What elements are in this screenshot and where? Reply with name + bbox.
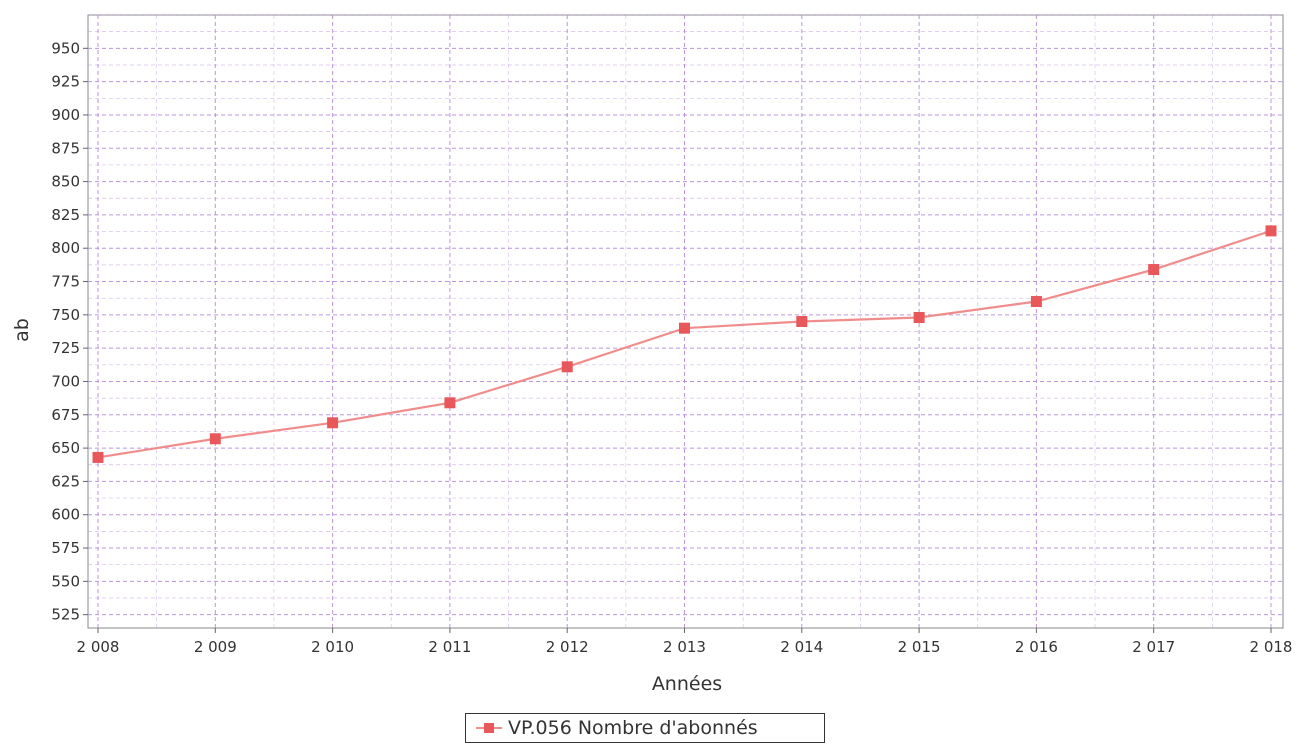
x-tick-label: 2 013 (663, 638, 706, 656)
data-point (92, 451, 104, 463)
y-tick-label: 675 (51, 406, 80, 424)
data-point (1030, 296, 1042, 308)
y-tick-label: 600 (51, 506, 80, 524)
y-tick-label: 950 (51, 39, 80, 57)
legend-marker-icon (476, 721, 502, 735)
legend-label: VP.056 Nombre d'abonnés (508, 717, 758, 739)
y-tick-label: 575 (51, 539, 80, 557)
x-tick-label: 2 017 (1132, 638, 1175, 656)
data-point (1265, 225, 1277, 237)
y-tick-label: 725 (51, 339, 80, 357)
y-tick-label: 825 (51, 206, 80, 224)
y-tick-label: 625 (51, 472, 80, 490)
legend: VP.056 Nombre d'abonnés (465, 713, 825, 743)
y-axis-title: ab (11, 318, 33, 342)
data-point (561, 361, 573, 373)
y-tick-label: 925 (51, 73, 80, 91)
x-axis-title: Années (652, 673, 722, 695)
x-tick-label: 2 012 (546, 638, 589, 656)
plot-area (87, 14, 1284, 629)
data-point (913, 312, 925, 324)
x-tick-label: 2 010 (311, 638, 354, 656)
y-tick-label: 550 (51, 572, 80, 590)
data-point (327, 417, 339, 429)
x-tick-label: 2 008 (77, 638, 120, 656)
x-tick-label: 2 018 (1250, 638, 1293, 656)
y-tick-label: 700 (51, 372, 80, 390)
x-tick-label: 2 009 (194, 638, 237, 656)
x-tick-label: 2 014 (780, 638, 823, 656)
data-point (679, 322, 690, 334)
y-tick-label: 800 (51, 239, 80, 257)
y-tick-label: 850 (51, 173, 80, 191)
x-tick-label: 2 015 (898, 638, 941, 656)
y-tick-label: 775 (51, 273, 80, 291)
data-point (1148, 264, 1160, 276)
data-point (209, 433, 221, 445)
y-tick-label: 875 (51, 139, 80, 157)
x-tick-label: 2 016 (1015, 638, 1058, 656)
x-tick-label: 2 011 (428, 638, 471, 656)
data-point (444, 397, 456, 409)
data-point (796, 316, 808, 327)
x-axis-ticks: 2 008 2 009 2 010 2 011 2 012 2 013 2 014 2 015… (77, 628, 1293, 656)
y-tick-label: 525 (51, 606, 80, 624)
y-tick-label: 650 (51, 439, 80, 457)
series-group (92, 225, 1277, 463)
y-axis-ticks: 525 550 575 600 625 650 675 700 725 750 775 800 825 8… (51, 39, 88, 624)
grid-lines (88, 14, 1283, 628)
y-tick-label: 750 (51, 306, 80, 324)
y-tick-label: 900 (51, 106, 80, 124)
